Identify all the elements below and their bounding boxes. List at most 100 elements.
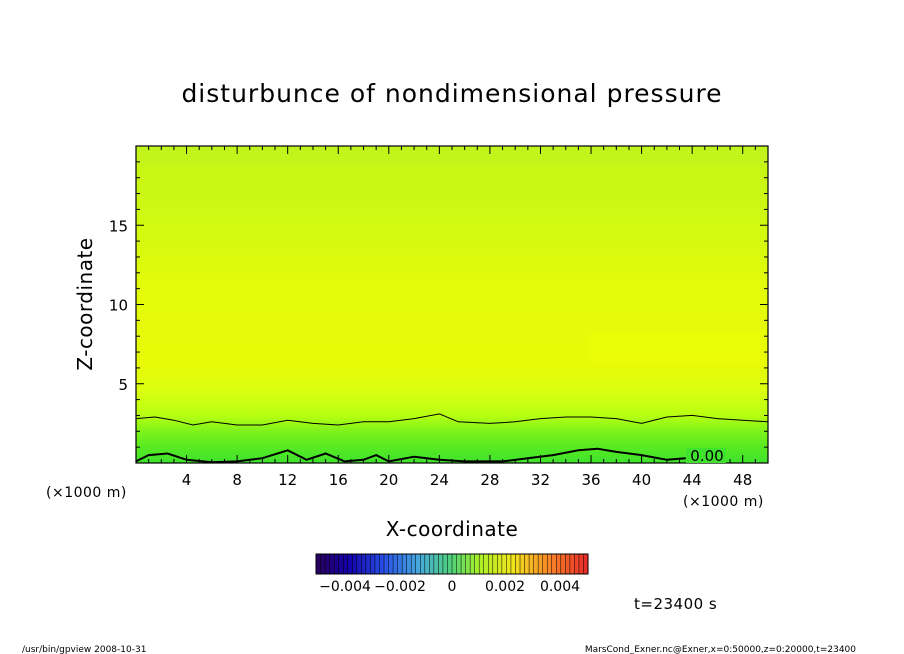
colorbar-swatch: [510, 554, 516, 574]
colorbar-swatch: [424, 554, 430, 574]
x-tick-label: 28: [480, 471, 499, 489]
colorbar-frame: [315, 553, 589, 575]
contour-label: 0.00: [690, 447, 723, 465]
x-tick-label: 12: [278, 471, 297, 489]
colorbar-tick-label: 0: [448, 579, 457, 595]
x-tick-label: 20: [379, 471, 398, 489]
x-tick-label: 48: [733, 471, 752, 489]
colorbar-swatch: [565, 554, 571, 574]
colorbar-swatch: [365, 554, 371, 574]
colorbar-swatch: [438, 554, 444, 574]
field-patch-mid: [590, 330, 768, 365]
x-tick-label: 44: [683, 471, 702, 489]
x-tick-label: 32: [531, 471, 550, 489]
colorbar-swatch: [452, 554, 457, 574]
colorbar-swatch: [442, 554, 448, 574]
x-tick-label: 8: [232, 471, 242, 489]
colorbar-swatch: [411, 554, 417, 574]
colorbar-swatch: [483, 554, 489, 574]
colorbar-swatch: [415, 554, 421, 574]
colorbar-swatch: [420, 554, 426, 574]
colorbar-swatch: [433, 554, 439, 574]
colorbar-swatch: [506, 554, 512, 574]
colorbar-swatch: [578, 554, 584, 574]
colorbar-swatch: [379, 554, 385, 574]
plot-area: [136, 146, 768, 463]
footer-right: MarsCond_Exner.nc@Exner,x=0:50000,z=0:20…: [585, 645, 856, 654]
colorbar-swatch: [470, 554, 476, 574]
colorbar-swatch: [406, 554, 412, 574]
colorbar-swatch: [533, 554, 539, 574]
colorbar-swatch: [497, 554, 503, 574]
colorbar-swatch: [338, 554, 344, 574]
colorbar-swatch: [515, 554, 521, 574]
x-tick-label: 36: [581, 471, 600, 489]
colorbar-swatch: [465, 554, 471, 574]
x-tick-label: 40: [632, 471, 651, 489]
colorbar-swatch: [456, 554, 462, 574]
colorbar-swatch: [474, 554, 480, 574]
colorbar-swatch: [388, 554, 394, 574]
colorbar-swatch: [538, 554, 544, 574]
colorbar-swatch: [583, 554, 589, 574]
contour-label-bg: [686, 448, 726, 463]
y-axis-ticks: 5 10 15: [109, 161, 768, 448]
colorbar-swatch: [547, 554, 553, 574]
colorbar: [315, 553, 589, 575]
footer-left: /usr/bin/gpview 2008-10-31: [22, 645, 146, 654]
x-tick-label: 4: [182, 471, 192, 489]
y-axis-label: Z-coordinate: [73, 237, 97, 370]
colorbar-swatch: [374, 554, 380, 574]
colorbar-swatch: [488, 554, 494, 574]
colorbar-swatch: [334, 554, 340, 574]
colorbar-swatch: [551, 554, 557, 574]
colorbar-ticks: −0.004 −0.002 0 0.002 0.004: [319, 579, 580, 595]
colorbar-swatch: [560, 554, 566, 574]
colorbar-swatch: [329, 554, 335, 574]
x-unit-left: (×1000 m): [46, 485, 127, 501]
colorbar-swatch: [529, 554, 534, 574]
colorbar-swatch: [347, 554, 353, 574]
colorbar-swatch: [325, 554, 330, 574]
contour-upper: [136, 413, 768, 426]
colorbar-swatch: [447, 554, 453, 574]
colorbar-swatch: [429, 554, 435, 574]
colorbar-swatch: [356, 554, 362, 574]
colorbar-swatch: [384, 554, 389, 574]
y-tick-label: 5: [118, 376, 128, 394]
x-axis-label: X-coordinate: [386, 517, 519, 541]
colorbar-swatch: [479, 554, 485, 574]
colorbar-swatch: [320, 554, 326, 574]
colorbar-swatch: [492, 554, 498, 574]
time-label: t=23400 s: [634, 595, 717, 613]
chart-title: disturbunce of nondimensional pressure: [181, 79, 722, 108]
colorbar-swatch: [393, 554, 398, 574]
colorbar-swatch: [352, 554, 358, 574]
y-tick-label: 10: [109, 297, 128, 315]
colorbar-swatch: [343, 554, 349, 574]
colorbar-swatch: [569, 554, 575, 574]
colorbar-swatch: [501, 554, 507, 574]
colorbar-swatch: [397, 554, 403, 574]
colorbar-swatch: [556, 554, 562, 574]
colorbar-swatch: [461, 554, 466, 574]
field-patch-top: [136, 165, 768, 187]
colorbar-swatch: [574, 554, 580, 574]
colorbar-swatch: [542, 554, 548, 574]
colorbar-swatch: [316, 554, 321, 574]
colorbar-tick-label: −0.002: [374, 579, 426, 595]
colorbar-swatch: [370, 554, 376, 574]
colorbar-tick-label: −0.004: [319, 579, 371, 595]
colorbar-tick-label: 0.002: [485, 579, 525, 595]
pressure-field: [136, 146, 768, 463]
x-tick-label: 24: [430, 471, 449, 489]
x-unit-right: (×1000 m): [683, 494, 764, 510]
colorbar-swatch: [361, 554, 367, 574]
colorbar-swatch: [520, 554, 525, 574]
colorbar-swatch: [524, 554, 530, 574]
colorbar-tick-label: 0.004: [540, 579, 580, 595]
x-tick-label: 16: [329, 471, 348, 489]
y-tick-label: 15: [109, 217, 128, 235]
contour-lower: [136, 447, 686, 463]
